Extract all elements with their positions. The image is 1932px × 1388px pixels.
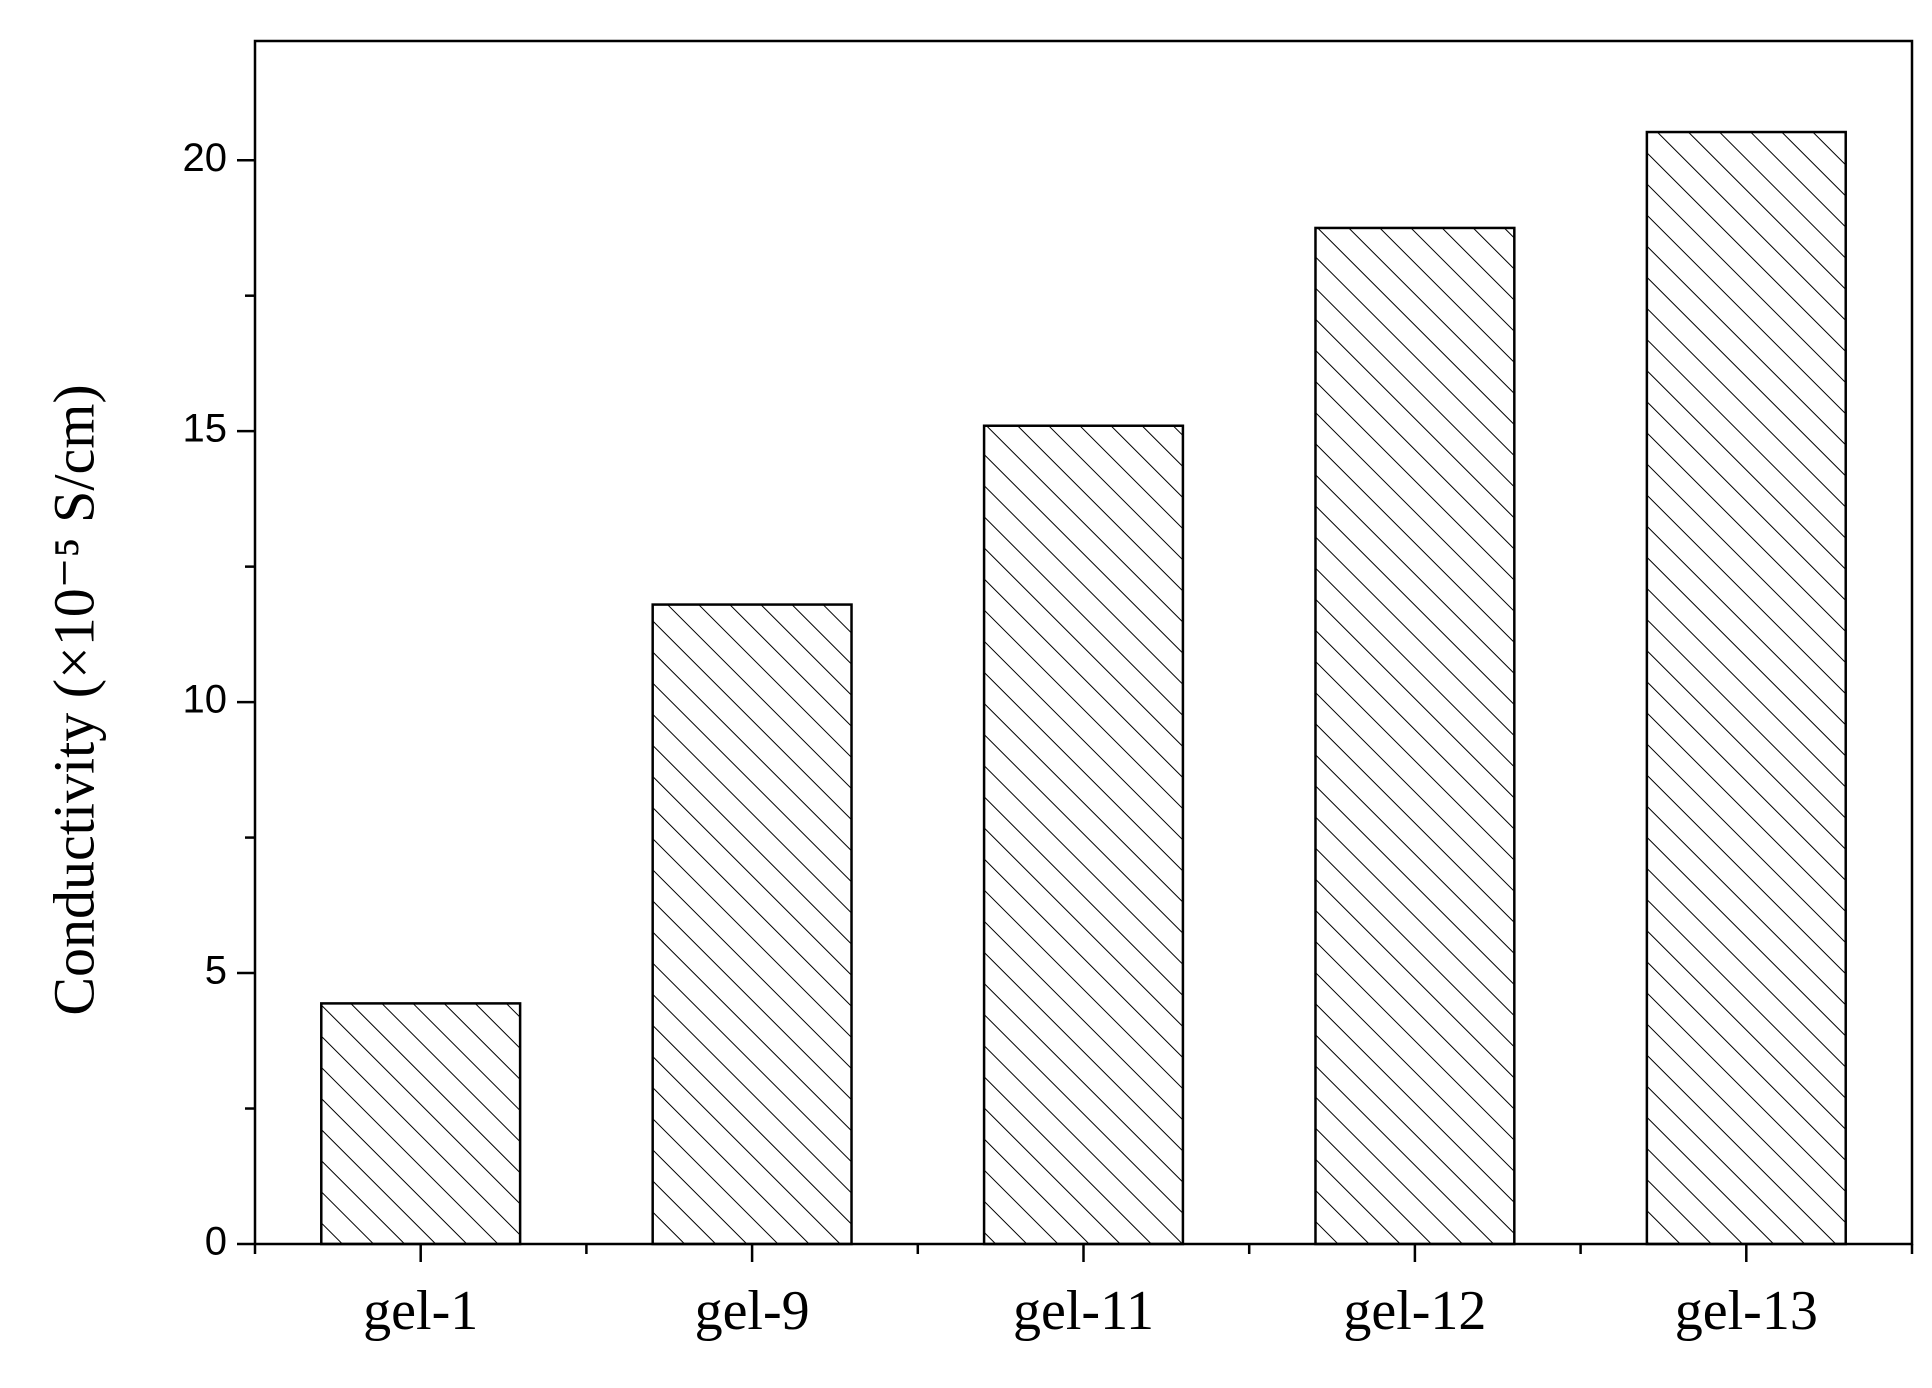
plot-frame [253, 39, 1914, 1246]
y-tick-label: 20 [183, 136, 228, 180]
x-tick-label: gel-9 [695, 1280, 810, 1342]
y-tick-label: 5 [205, 949, 227, 993]
x-tick-label: gel-12 [1343, 1280, 1486, 1342]
x-tick-label: gel-11 [1013, 1280, 1154, 1342]
bar [1314, 226, 1516, 1246]
y-tick-label: 0 [205, 1220, 227, 1264]
x-tick-label: gel-13 [1675, 1280, 1818, 1342]
x-tick-label: gel-1 [363, 1280, 478, 1342]
bar [320, 1002, 522, 1246]
bar [651, 603, 853, 1246]
y-axis-label: Conductivity (×10⁻⁵ S/cm) [41, 384, 106, 1015]
y-tick-label: 10 [183, 678, 228, 722]
y-tick-label: 15 [183, 407, 228, 451]
bar [1645, 130, 1847, 1246]
bar [982, 424, 1185, 1246]
